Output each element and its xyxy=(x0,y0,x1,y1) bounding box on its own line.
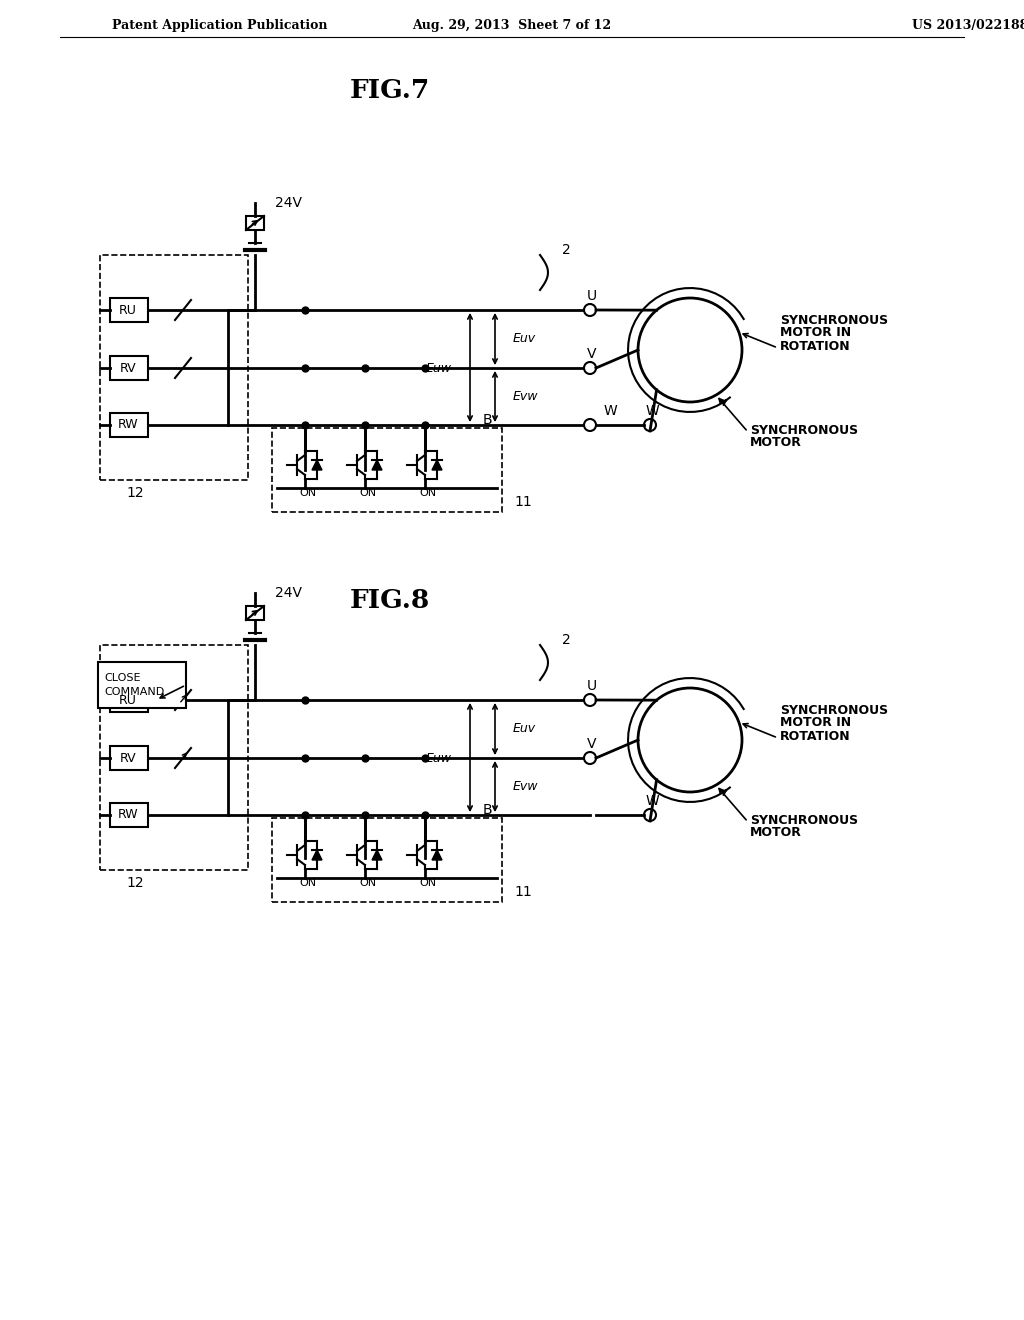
Polygon shape xyxy=(372,459,382,470)
Text: 12: 12 xyxy=(126,486,143,500)
Circle shape xyxy=(644,418,656,432)
Polygon shape xyxy=(432,850,442,861)
Bar xyxy=(110,688,148,711)
Text: SYNCHRONOUS: SYNCHRONOUS xyxy=(780,704,888,717)
Text: RV: RV xyxy=(120,362,136,375)
Circle shape xyxy=(644,809,656,821)
Bar xyxy=(98,663,186,708)
Text: B: B xyxy=(482,803,492,817)
Text: COMMAND: COMMAND xyxy=(104,686,164,697)
Circle shape xyxy=(584,694,596,706)
Text: 24V: 24V xyxy=(275,195,302,210)
Text: ROTATION: ROTATION xyxy=(780,730,851,742)
Text: 24V: 24V xyxy=(275,586,302,601)
Bar xyxy=(110,746,148,770)
Text: W: W xyxy=(645,404,658,418)
Text: Patent Application Publication: Patent Application Publication xyxy=(112,18,328,32)
Text: 11: 11 xyxy=(514,495,531,510)
Bar xyxy=(110,356,148,380)
Circle shape xyxy=(638,298,742,403)
Text: Euv: Euv xyxy=(513,333,537,346)
Text: 2: 2 xyxy=(562,634,570,647)
Text: RV: RV xyxy=(120,751,136,764)
Text: 12: 12 xyxy=(126,876,143,890)
Text: B: B xyxy=(482,413,492,426)
Circle shape xyxy=(584,362,596,374)
Text: Aug. 29, 2013  Sheet 7 of 12: Aug. 29, 2013 Sheet 7 of 12 xyxy=(413,18,611,32)
Bar xyxy=(100,645,248,870)
Bar xyxy=(246,606,264,620)
Circle shape xyxy=(584,418,596,432)
Polygon shape xyxy=(432,459,442,470)
Text: W: W xyxy=(645,795,658,808)
Text: ON: ON xyxy=(359,878,377,888)
Bar xyxy=(246,216,264,230)
Text: ON: ON xyxy=(420,488,436,498)
Text: ON: ON xyxy=(299,878,316,888)
Text: Evw: Evw xyxy=(513,391,539,404)
Text: Euv: Euv xyxy=(513,722,537,735)
Text: ROTATION: ROTATION xyxy=(780,339,851,352)
Text: W: W xyxy=(603,404,616,418)
Text: MOTOR: MOTOR xyxy=(750,437,802,450)
Text: ON: ON xyxy=(420,878,436,888)
Text: SYNCHRONOUS: SYNCHRONOUS xyxy=(750,813,858,826)
Polygon shape xyxy=(312,850,322,861)
Text: V: V xyxy=(587,737,597,751)
Text: MOTOR: MOTOR xyxy=(750,826,802,840)
Text: Euw: Euw xyxy=(426,751,452,764)
Text: RW: RW xyxy=(118,808,138,821)
Text: Evw: Evw xyxy=(513,780,539,793)
Bar xyxy=(110,803,148,828)
Text: ON: ON xyxy=(359,488,377,498)
Text: U: U xyxy=(587,678,597,693)
Text: MOTOR IN: MOTOR IN xyxy=(780,717,851,730)
Polygon shape xyxy=(372,850,382,861)
Text: RW: RW xyxy=(118,418,138,432)
Bar xyxy=(100,255,248,480)
Text: 2: 2 xyxy=(562,243,570,257)
Text: US 2013/0221888 A1: US 2013/0221888 A1 xyxy=(912,18,1024,32)
Text: MOTOR IN: MOTOR IN xyxy=(780,326,851,339)
Circle shape xyxy=(584,304,596,315)
Text: RU: RU xyxy=(119,693,137,706)
Bar xyxy=(272,818,502,902)
Text: ON: ON xyxy=(299,488,316,498)
Bar xyxy=(110,413,148,437)
Polygon shape xyxy=(312,459,322,470)
Text: FIG.7: FIG.7 xyxy=(350,78,430,103)
Text: RU: RU xyxy=(119,304,137,317)
Circle shape xyxy=(638,688,742,792)
Text: SYNCHRONOUS: SYNCHRONOUS xyxy=(750,424,858,437)
Bar xyxy=(272,428,502,512)
Text: U: U xyxy=(587,289,597,304)
Text: SYNCHRONOUS: SYNCHRONOUS xyxy=(780,314,888,326)
Circle shape xyxy=(584,752,596,764)
Text: V: V xyxy=(587,347,597,360)
Text: FIG.8: FIG.8 xyxy=(350,587,430,612)
Text: Euw: Euw xyxy=(426,362,452,375)
Text: 11: 11 xyxy=(514,884,531,899)
Text: CLOSE: CLOSE xyxy=(104,673,140,684)
Bar xyxy=(110,298,148,322)
